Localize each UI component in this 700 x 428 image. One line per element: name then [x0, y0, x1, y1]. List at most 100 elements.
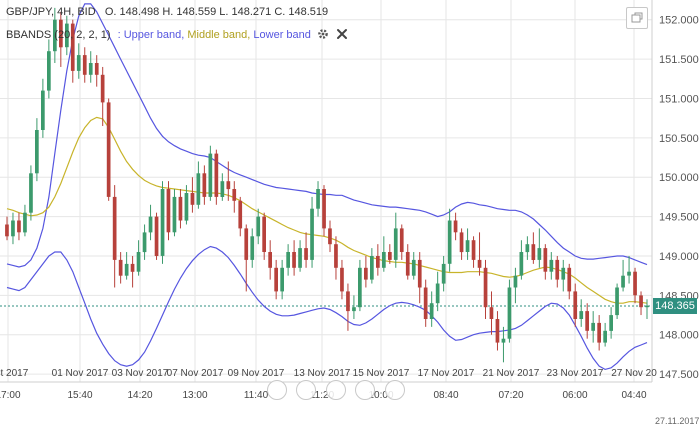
x-date-label: Oct 2017 — [0, 368, 29, 379]
candle-body — [148, 216, 153, 233]
restore-icon — [631, 12, 643, 23]
candle-body — [142, 232, 147, 253]
candle-body — [591, 322, 595, 331]
candle-body — [543, 248, 548, 272]
candle-body — [65, 23, 69, 48]
zoom-in-icon[interactable] — [355, 380, 376, 400]
candle-body — [597, 322, 601, 343]
candle-body — [118, 259, 123, 276]
y-tick-label: 147.500 — [659, 369, 699, 381]
candle-body — [573, 291, 578, 319]
candle-body — [411, 259, 416, 276]
candle-body — [202, 173, 207, 197]
zoom-out-icon[interactable] — [296, 380, 317, 400]
symbol-info: GBP/JPY, 4H, BID — [6, 6, 96, 18]
x-time-label: 15:40 — [67, 390, 92, 401]
candle-body — [549, 259, 554, 272]
candle-body — [136, 252, 141, 272]
candle-body — [5, 224, 9, 237]
candle-body — [388, 252, 392, 260]
candle-body — [483, 267, 488, 308]
candle-body — [603, 330, 607, 343]
candle-body — [244, 228, 249, 260]
candle-body — [519, 252, 524, 276]
x-date-label: 15 Nov 2017 — [353, 368, 410, 379]
close-icon[interactable] — [336, 28, 348, 40]
y-axis: 152.000 151.500 151.000 150.500 150.000 149.5… — [651, 0, 699, 382]
candle-body — [17, 220, 21, 233]
scroll-right-icon[interactable] — [384, 380, 405, 400]
x-time-label: 08:40 — [433, 390, 458, 401]
candle-body — [76, 55, 81, 71]
y-tick-label: 151.000 — [659, 93, 699, 105]
indicator-legend: BBANDS (20, 2, 2, 1) : Upper band, Middl… — [6, 28, 348, 41]
candle-body — [184, 193, 189, 221]
candle-body — [262, 216, 266, 252]
gear-icon[interactable] — [317, 28, 329, 40]
x-axis: Oct 2017 17:00 01 Nov 2017 15:40 03 Nov 2017… — [0, 368, 699, 426]
candle-body — [507, 287, 512, 339]
candle-body — [256, 216, 261, 237]
candle-body — [489, 307, 494, 319]
candle-body — [405, 252, 410, 276]
scroll-left-icon[interactable] — [267, 380, 287, 400]
candle-body — [322, 189, 326, 229]
candle-body — [370, 256, 374, 280]
candle-body — [429, 303, 434, 319]
candle-body — [130, 263, 135, 272]
low-prefix: L. — [219, 6, 229, 18]
candle-body — [292, 252, 296, 268]
candle-body — [561, 267, 566, 280]
candle-body — [435, 283, 440, 304]
candle-body — [310, 208, 314, 260]
y-tick-label: 151.500 — [659, 54, 699, 66]
x-date-label: 07 Nov 2017 — [167, 368, 224, 379]
candle-body — [471, 240, 476, 260]
x-time-label: 06:00 — [562, 390, 587, 401]
candle-body — [166, 189, 171, 233]
candle-body — [555, 259, 560, 280]
candle-body — [567, 267, 572, 292]
close-value: 148.519 — [288, 6, 329, 18]
candle-body — [304, 248, 308, 260]
x-time-label: 10:00 — [368, 390, 393, 401]
candles — [5, 7, 649, 363]
restore-button[interactable] — [626, 7, 648, 29]
candle-body — [579, 311, 584, 319]
zoom-reset-icon[interactable] — [325, 380, 346, 400]
candle-body — [172, 196, 177, 233]
open-prefix: O. — [104, 6, 117, 18]
last-price-tag: 148.365 — [653, 297, 697, 314]
middle-band-line — [6, 116, 648, 304]
candle-body — [447, 220, 452, 264]
x-date-label: 01 Nov 2017 — [52, 368, 109, 379]
candle-body — [364, 267, 368, 280]
x-date-label: 13 Nov 2017 — [294, 368, 351, 379]
x-time-label: 07:20 — [498, 390, 523, 401]
candle-body — [501, 338, 506, 343]
candle-body — [453, 220, 458, 233]
candle-body — [29, 173, 33, 213]
y-tick-label: 148.000 — [659, 330, 699, 342]
candle-body — [417, 259, 422, 288]
x-time-label: 17:00 — [0, 390, 21, 401]
open-value: 148.498 — [119, 6, 160, 18]
indicator-name[interactable]: BBANDS (20, 2, 2, 1) — [6, 29, 111, 41]
candle-body — [160, 189, 165, 256]
candle-body — [88, 63, 93, 75]
candle-body — [609, 315, 613, 331]
x-date-label: 09 Nov 2017 — [228, 368, 285, 379]
candle-body — [328, 228, 332, 245]
candle-body — [525, 244, 530, 253]
x-time-label: 11:40 — [244, 390, 269, 401]
candle-body — [59, 19, 63, 48]
candle-body — [106, 102, 111, 197]
candle-body — [633, 271, 637, 296]
candle-body — [627, 271, 631, 276]
candle-body — [423, 287, 428, 319]
x-date-label: 03 Nov 2017 — [112, 368, 169, 379]
candle-body — [376, 256, 380, 268]
lower-band-line — [6, 245, 648, 371]
candle-body — [47, 51, 51, 91]
